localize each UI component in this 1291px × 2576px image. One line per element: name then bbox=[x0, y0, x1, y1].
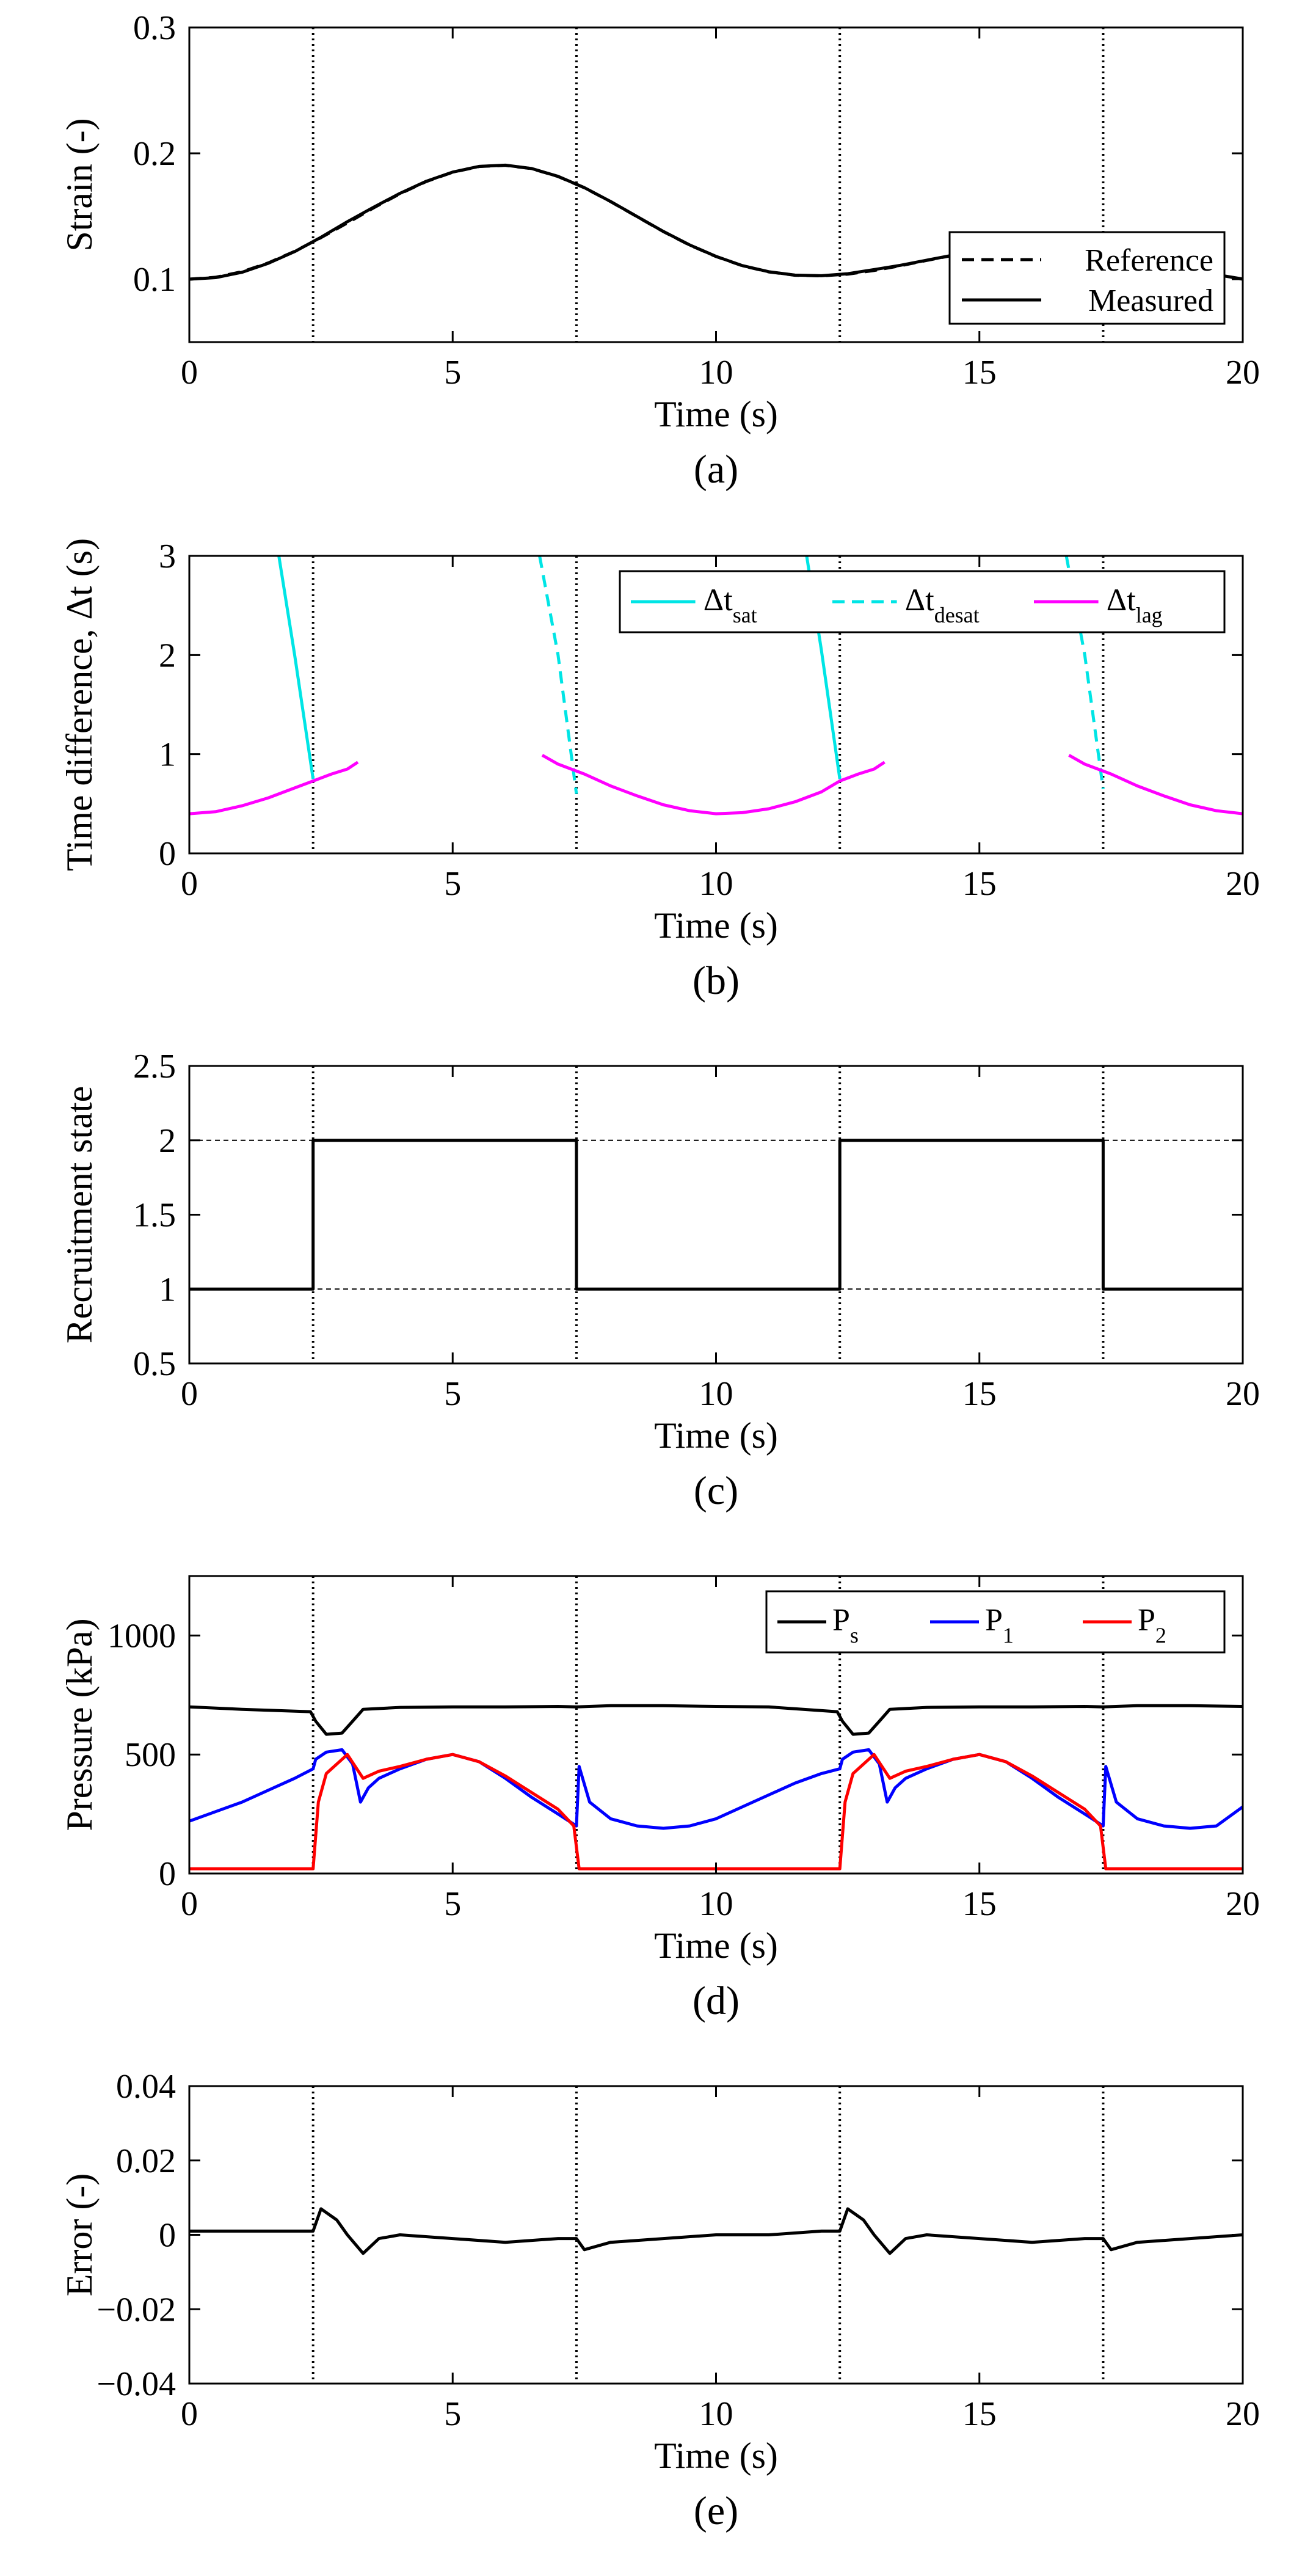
series-line-1-seg1 bbox=[277, 556, 315, 779]
series-line-1 bbox=[189, 2207, 1243, 2255]
x-axis-label: Time (s) bbox=[654, 905, 778, 946]
chart-panel-4: 0 5 10 15 20 0 500 1000 Time (s) Pressure (kPa) (d… bbox=[59, 1575, 1260, 2023]
legend-label: P2 bbox=[1138, 1603, 1166, 1647]
plot-area bbox=[189, 1576, 1243, 1874]
x-tick-label: 5 bbox=[444, 2395, 461, 2433]
y-axis-label: Recruitment state bbox=[59, 1086, 100, 1344]
y-tick-label: 0.04 bbox=[116, 2068, 176, 2106]
x-tick-label: 15 bbox=[962, 2395, 997, 2433]
panel-label: (b) bbox=[693, 958, 740, 1003]
x-tick-label: 0 bbox=[181, 2395, 198, 2433]
y-tick-label: 1 bbox=[159, 736, 176, 774]
panel-label: (d) bbox=[693, 1979, 740, 2023]
series-line-1 bbox=[189, 1704, 1243, 1736]
y-tick-label: 500 bbox=[125, 1736, 176, 1774]
panel-label: (e) bbox=[694, 2489, 738, 2533]
legend-box bbox=[619, 570, 1226, 633]
x-tick-label: 10 bbox=[699, 1885, 733, 1923]
legend-label: Δtdesat bbox=[905, 583, 980, 627]
y-tick-label: 0.1 bbox=[133, 261, 176, 299]
x-tick-label: 15 bbox=[962, 1375, 997, 1413]
legend-label: Measured bbox=[1088, 283, 1213, 318]
series-line-2-seg1 bbox=[538, 556, 578, 794]
y-tick-label: 2 bbox=[159, 1122, 176, 1160]
x-tick-label: 0 bbox=[181, 354, 198, 392]
y-axis-label: Error (-) bbox=[59, 2173, 100, 2297]
x-tick-label: 20 bbox=[1226, 1885, 1260, 1923]
legend-label: Δtsat bbox=[704, 583, 757, 627]
series-line-3 bbox=[189, 1753, 1243, 1870]
y-tick-label: −0.04 bbox=[96, 2365, 176, 2403]
y-tick-label: 1 bbox=[159, 1271, 176, 1308]
x-tick-label: 20 bbox=[1226, 354, 1260, 392]
x-axis-label: Time (s) bbox=[654, 1415, 778, 1456]
y-tick-label: 0 bbox=[159, 835, 176, 873]
x-tick-label: 20 bbox=[1226, 865, 1260, 903]
x-tick-label: 5 bbox=[444, 1885, 461, 1923]
chart-panel-3: 0 5 10 15 20 0.5 1 1.5 2 2.5 Time (s) Recruitment s… bbox=[59, 1048, 1260, 1513]
legend-label: Ps bbox=[832, 1603, 859, 1647]
x-axis-label: Time (s) bbox=[654, 394, 778, 434]
chart-panel-1: 0 5 10 15 20 0.1 0.2 0.3 Time (s) Strain (-) (a) Re… bbox=[59, 9, 1260, 492]
x-tick-label: 15 bbox=[962, 865, 997, 903]
series-line-1 bbox=[189, 1139, 1243, 1291]
y-tick-label: 0.3 bbox=[133, 9, 176, 47]
y-axis-label: Pressure (kPa) bbox=[59, 1618, 100, 1831]
y-tick-label: 3 bbox=[159, 538, 176, 575]
x-tick-label: 10 bbox=[699, 354, 733, 392]
legend: Ps P1 P2 bbox=[765, 1590, 1226, 1654]
y-tick-label: 2 bbox=[159, 637, 176, 674]
legend-label: Δtlag bbox=[1107, 583, 1163, 627]
x-tick-label: 5 bbox=[444, 1375, 461, 1413]
x-tick-label: 5 bbox=[444, 865, 461, 903]
y-tick-label: 0 bbox=[159, 2217, 176, 2255]
y-tick-label: 2.5 bbox=[133, 1048, 176, 1085]
series-line-2-seg2 bbox=[1064, 556, 1105, 789]
chart-panel-2: 0 5 10 15 20 0 1 2 3 Time (s) Time difference, Δt … bbox=[59, 538, 1260, 1003]
x-tick-label: 0 bbox=[181, 1885, 198, 1923]
y-tick-label: 0.5 bbox=[133, 1345, 176, 1383]
legend-box bbox=[948, 231, 1226, 325]
x-tick-label: 5 bbox=[444, 354, 461, 392]
legend-label: Reference bbox=[1085, 243, 1213, 278]
x-tick-label: 0 bbox=[181, 1375, 198, 1413]
x-tick-label: 20 bbox=[1226, 2395, 1260, 2433]
legend-box bbox=[765, 1590, 1226, 1654]
y-tick-label: −0.02 bbox=[96, 2291, 176, 2329]
y-tick-label: 0.2 bbox=[133, 135, 176, 173]
legend-label: P1 bbox=[985, 1603, 1014, 1647]
panel-label: (a) bbox=[694, 447, 738, 492]
x-tick-label: 10 bbox=[699, 865, 733, 903]
x-tick-label: 15 bbox=[962, 1885, 997, 1923]
series-line-3-seg2 bbox=[541, 754, 886, 815]
panel-label: (c) bbox=[694, 1469, 738, 1513]
y-axis-label: Strain (-) bbox=[59, 118, 100, 251]
chart-panel-5: 0 5 10 15 20 −0.04 −0.02 0 0.02 0.04 Time (s) Error… bbox=[59, 2068, 1260, 2533]
series-line-3-seg1 bbox=[189, 761, 359, 815]
x-axis-label: Time (s) bbox=[654, 1925, 778, 1966]
series-line-3-seg3 bbox=[1068, 754, 1243, 815]
y-axis-label: Time difference, Δt (s) bbox=[59, 538, 100, 871]
y-tick-label: 1.5 bbox=[133, 1197, 176, 1235]
plot-area bbox=[189, 2086, 1243, 2384]
y-tick-label: 1000 bbox=[107, 1617, 176, 1655]
x-tick-label: 10 bbox=[699, 1375, 733, 1413]
plot-area bbox=[189, 1066, 1243, 1363]
legend: Δtsat Δtdesat Δtlag bbox=[619, 570, 1226, 633]
x-tick-label: 0 bbox=[181, 865, 198, 903]
legend: Reference Measured bbox=[948, 231, 1226, 325]
series-line-2 bbox=[189, 1748, 1243, 1830]
y-tick-label: 0 bbox=[159, 1855, 176, 1893]
x-axis-label: Time (s) bbox=[654, 2436, 778, 2476]
x-tick-label: 20 bbox=[1226, 1375, 1260, 1413]
x-tick-label: 10 bbox=[699, 2395, 733, 2433]
y-tick-label: 0.02 bbox=[116, 2142, 176, 2180]
x-tick-label: 15 bbox=[962, 354, 997, 392]
axes-box bbox=[188, 1065, 1244, 1365]
